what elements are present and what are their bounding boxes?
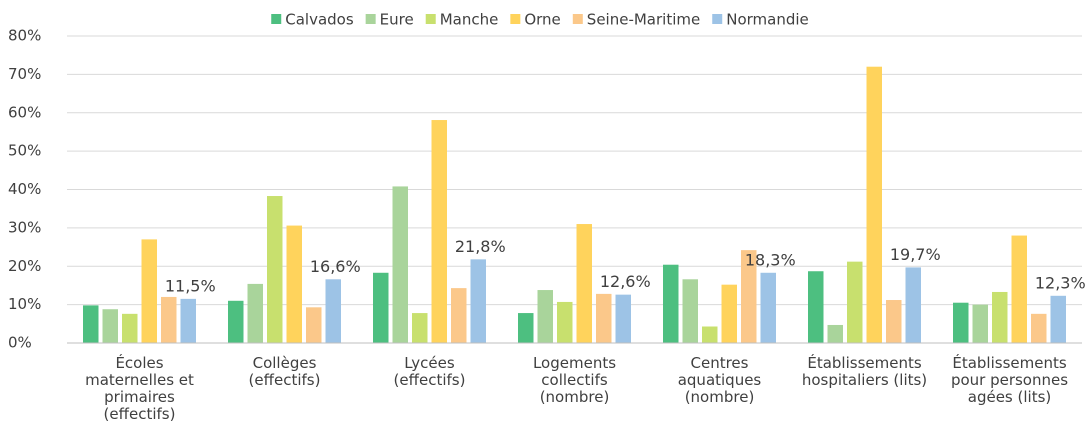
data-label: 18,3% [745, 250, 796, 269]
bar [228, 300, 244, 343]
legend-label: Normandie [726, 11, 809, 29]
y-tick-label: 50% [8, 142, 41, 160]
bar [721, 284, 737, 343]
bar [702, 326, 718, 343]
bar [741, 250, 757, 343]
bar [992, 291, 1008, 343]
data-label: 11,5% [165, 276, 216, 295]
bar [576, 224, 592, 343]
bar [122, 313, 138, 343]
legend-label: Manche [440, 11, 499, 29]
y-tick-label: 10% [8, 295, 41, 313]
bar [267, 196, 283, 343]
data-label: 12,3% [1035, 273, 1086, 292]
bar [451, 288, 467, 343]
legend-label: Eure [380, 11, 414, 29]
bar [180, 298, 196, 343]
legend-swatch [712, 14, 723, 24]
x-tick-label: Centres aquatiques (nombre) [677, 354, 762, 406]
bar [847, 261, 863, 343]
bar [808, 271, 824, 343]
bar [537, 290, 553, 343]
x-tick-label: Établissements hospitaliers (lits) [801, 354, 928, 389]
bar [286, 225, 302, 343]
legend-label: Calvados [285, 11, 354, 29]
bar [247, 283, 263, 343]
bar [373, 272, 389, 343]
bar [1031, 313, 1047, 343]
bar [972, 304, 988, 343]
y-tick-label: 0% [8, 334, 32, 352]
bar [760, 272, 776, 343]
y-tick-label: 40% [8, 180, 41, 198]
legend-swatch [425, 14, 436, 24]
bar [141, 239, 157, 343]
bar [596, 293, 612, 343]
bar [102, 309, 118, 343]
bar [325, 279, 341, 343]
x-tick-label: Lycées (effectifs) [393, 354, 466, 389]
legend-label: Orne [524, 11, 560, 29]
data-label: 21,8% [455, 237, 506, 256]
y-tick-label: 80% [8, 27, 41, 45]
bar [392, 186, 408, 343]
bar [83, 305, 99, 343]
data-label: 16,6% [310, 257, 361, 276]
data-label: 12,6% [600, 272, 651, 291]
bar [615, 294, 631, 343]
bar [682, 279, 698, 343]
bar [1050, 295, 1066, 343]
legend-swatch [572, 14, 583, 24]
bar [663, 264, 679, 343]
y-tick-label: 70% [8, 65, 41, 83]
bar [557, 301, 573, 343]
bar [866, 66, 882, 343]
bar [1011, 235, 1027, 343]
x-tick-label: Logements collectifs (nombre) [532, 354, 617, 406]
x-tick-label: Écoles maternelles et primaires (effecti… [85, 354, 194, 423]
legend-label: Seine-Maritime [587, 11, 700, 29]
y-tick-label: 20% [8, 257, 41, 275]
data-label: 19,7% [890, 245, 941, 264]
y-tick-label: 60% [8, 103, 41, 121]
bar [518, 313, 534, 343]
bar [431, 120, 447, 343]
legend-swatch [365, 14, 376, 24]
bar [886, 300, 902, 343]
x-tick-label: Collèges (effectifs) [248, 354, 321, 389]
bar [905, 267, 921, 343]
x-tick-label: Établissements pour personnes agées (lit… [950, 354, 1069, 406]
bar [953, 302, 969, 343]
bar [470, 259, 486, 343]
legend-swatch [271, 14, 282, 24]
legend-swatch [510, 14, 521, 24]
bar [827, 324, 843, 343]
bar [161, 296, 177, 343]
y-tick-label: 30% [8, 218, 41, 236]
bar [306, 307, 322, 343]
bar [412, 313, 428, 343]
